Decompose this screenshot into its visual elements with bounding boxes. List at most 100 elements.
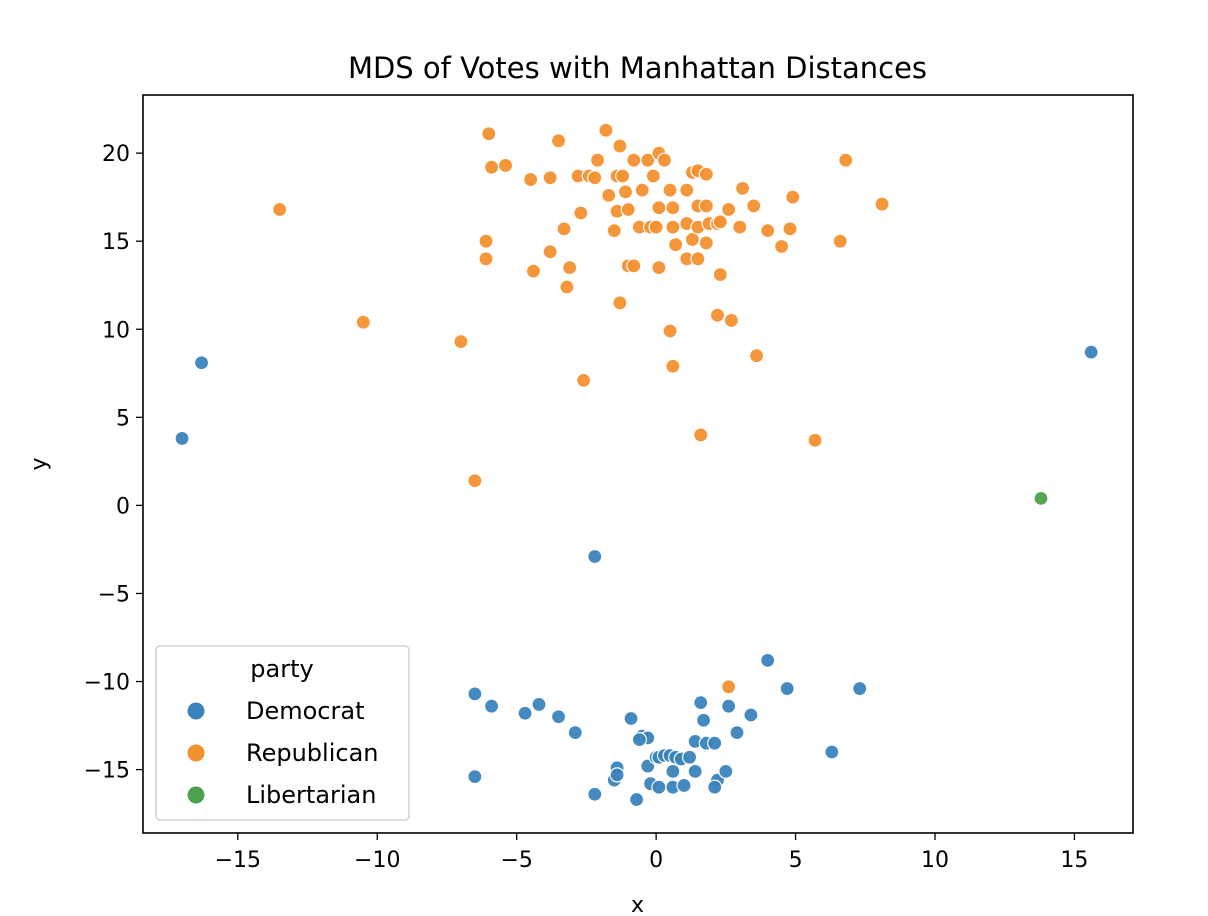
plot-frame	[142, 94, 1134, 834]
point-libertarian-0	[1033, 490, 1049, 506]
x-tick-label: −15	[215, 848, 261, 873]
point-republican-10	[525, 263, 542, 279]
y-tick-label: −10	[84, 671, 130, 696]
point-republican-63	[698, 198, 714, 214]
point-democrat-14	[609, 767, 625, 783]
point-republican-13	[550, 133, 567, 149]
point-republican-35	[626, 152, 642, 168]
y-tick-label: −15	[84, 759, 130, 784]
point-democrat-2	[1083, 344, 1099, 360]
point-democrat-40	[707, 779, 723, 795]
point-republican-5	[483, 159, 500, 175]
point-democrat-36	[695, 712, 712, 728]
x-tick-label: −5	[500, 848, 532, 873]
point-democrat-11	[587, 786, 603, 802]
point-democrat-6	[517, 705, 533, 721]
point-republican-21	[587, 170, 603, 186]
point-republican-26	[612, 138, 628, 154]
point-republican-75	[746, 198, 762, 214]
point-republican-6	[497, 157, 514, 174]
chart-title: MDS of Votes with Manhattan Distances	[348, 51, 927, 85]
point-republican-67	[709, 307, 726, 323]
point-democrat-41	[718, 763, 734, 779]
point-democrat-7	[531, 696, 547, 713]
y-tick-label: 0	[116, 494, 130, 519]
point-democrat-46	[779, 680, 795, 697]
point-republican-60	[690, 251, 706, 267]
point-democrat-27	[681, 749, 698, 765]
point-republican-68	[712, 214, 728, 230]
legend-box	[155, 645, 410, 821]
legend-title: party	[250, 655, 313, 683]
point-republican-32	[620, 201, 636, 218]
point-republican-29	[612, 295, 628, 311]
point-republican-40	[645, 168, 661, 184]
point-democrat-28	[665, 763, 681, 779]
point-republican-43	[648, 219, 664, 235]
points-layer	[174, 122, 1099, 808]
legend-marker-libertarian	[187, 786, 205, 804]
point-republican-22	[589, 152, 606, 168]
point-republican-2	[453, 333, 469, 350]
point-republican-64	[698, 235, 714, 251]
point-republican-83	[838, 152, 854, 168]
y-tick-label: −5	[98, 582, 130, 607]
point-democrat-45	[760, 652, 776, 668]
point-republican-7	[478, 233, 494, 249]
point-republican-47	[662, 323, 678, 339]
point-republican-73	[732, 219, 748, 235]
point-republican-61	[693, 427, 709, 443]
y-tick-label: 15	[102, 230, 130, 255]
point-democrat-1	[174, 430, 190, 447]
legend-label-republican: Republican	[246, 739, 379, 767]
point-democrat-35	[693, 695, 709, 711]
x-axis: −15 −10 −5 0 5 10 15	[215, 833, 1088, 873]
point-republican-15	[562, 260, 578, 276]
point-democrat-29	[651, 779, 667, 795]
point-democrat-38	[707, 735, 723, 751]
point-democrat-48	[852, 680, 868, 697]
point-democrat-31	[676, 777, 692, 794]
point-republican-80	[785, 189, 801, 205]
point-republican-11	[542, 170, 558, 186]
point-republican-23	[598, 122, 614, 138]
x-tick-label: 0	[649, 848, 663, 873]
point-democrat-33	[629, 791, 645, 808]
y-axis: −15 −10 −5 0 5 10 15 20	[84, 142, 143, 784]
point-democrat-43	[729, 724, 745, 741]
point-republican-19	[576, 372, 592, 388]
point-republican-82	[832, 233, 848, 249]
point-republican-72	[721, 679, 737, 695]
point-republican-18	[573, 205, 589, 221]
point-republican-79	[782, 221, 798, 237]
point-republican-45	[656, 152, 673, 168]
point-democrat-5	[483, 698, 500, 714]
point-republican-44	[651, 260, 667, 276]
point-republican-50	[665, 358, 681, 374]
point-democrat-10	[467, 769, 483, 785]
point-republican-37	[634, 182, 650, 198]
point-democrat-32	[687, 763, 703, 779]
point-republican-14	[556, 221, 572, 237]
point-republican-16	[559, 279, 575, 295]
point-republican-74	[734, 180, 751, 196]
point-republican-51	[668, 237, 684, 253]
legend: party Democrat Republican Libertarian	[155, 645, 410, 821]
x-tick-label: 15	[1060, 848, 1088, 873]
point-republican-12	[542, 244, 558, 260]
point-republican-8	[478, 251, 494, 267]
point-democrat-47	[824, 744, 840, 760]
point-democrat-4	[467, 686, 483, 702]
point-republican-84	[874, 196, 890, 212]
point-republican-28	[606, 223, 622, 239]
point-democrat-18	[631, 732, 647, 748]
y-tick-label: 20	[102, 142, 130, 167]
point-republican-77	[760, 223, 776, 239]
point-republican-3	[467, 473, 483, 489]
point-democrat-15	[623, 710, 639, 727]
point-republican-38	[640, 152, 656, 168]
point-republican-24	[601, 187, 617, 203]
point-republican-0	[272, 201, 288, 218]
point-republican-78	[774, 238, 790, 255]
x-tick-label: −10	[354, 848, 400, 873]
